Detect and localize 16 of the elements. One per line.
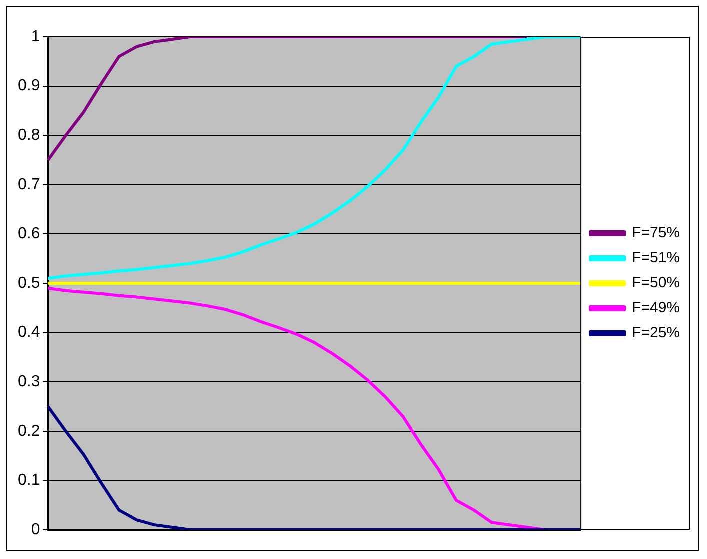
legend-label: F=75% xyxy=(632,224,680,242)
legend-label: F=25% xyxy=(632,324,680,342)
y-tick-label: 0 xyxy=(31,521,40,538)
y-tick-label: 1 xyxy=(31,28,40,46)
y-tick-label: 0.4 xyxy=(18,324,40,342)
y-tick-label: 0.6 xyxy=(18,226,40,243)
y-tick-label: 0.9 xyxy=(18,78,40,95)
y-tick-label: 0.7 xyxy=(18,176,40,194)
legend-label: F=51% xyxy=(632,250,680,267)
y-tick-label: 0.2 xyxy=(18,422,40,440)
y-tick-label: 0.8 xyxy=(18,127,40,144)
y-tick-label: 0.1 xyxy=(18,472,40,490)
legend-label: F=49% xyxy=(632,300,680,317)
y-tick-label: 0.3 xyxy=(18,374,40,391)
y-tick-label: 0.5 xyxy=(18,274,40,292)
legend-label: F=50% xyxy=(632,274,680,292)
